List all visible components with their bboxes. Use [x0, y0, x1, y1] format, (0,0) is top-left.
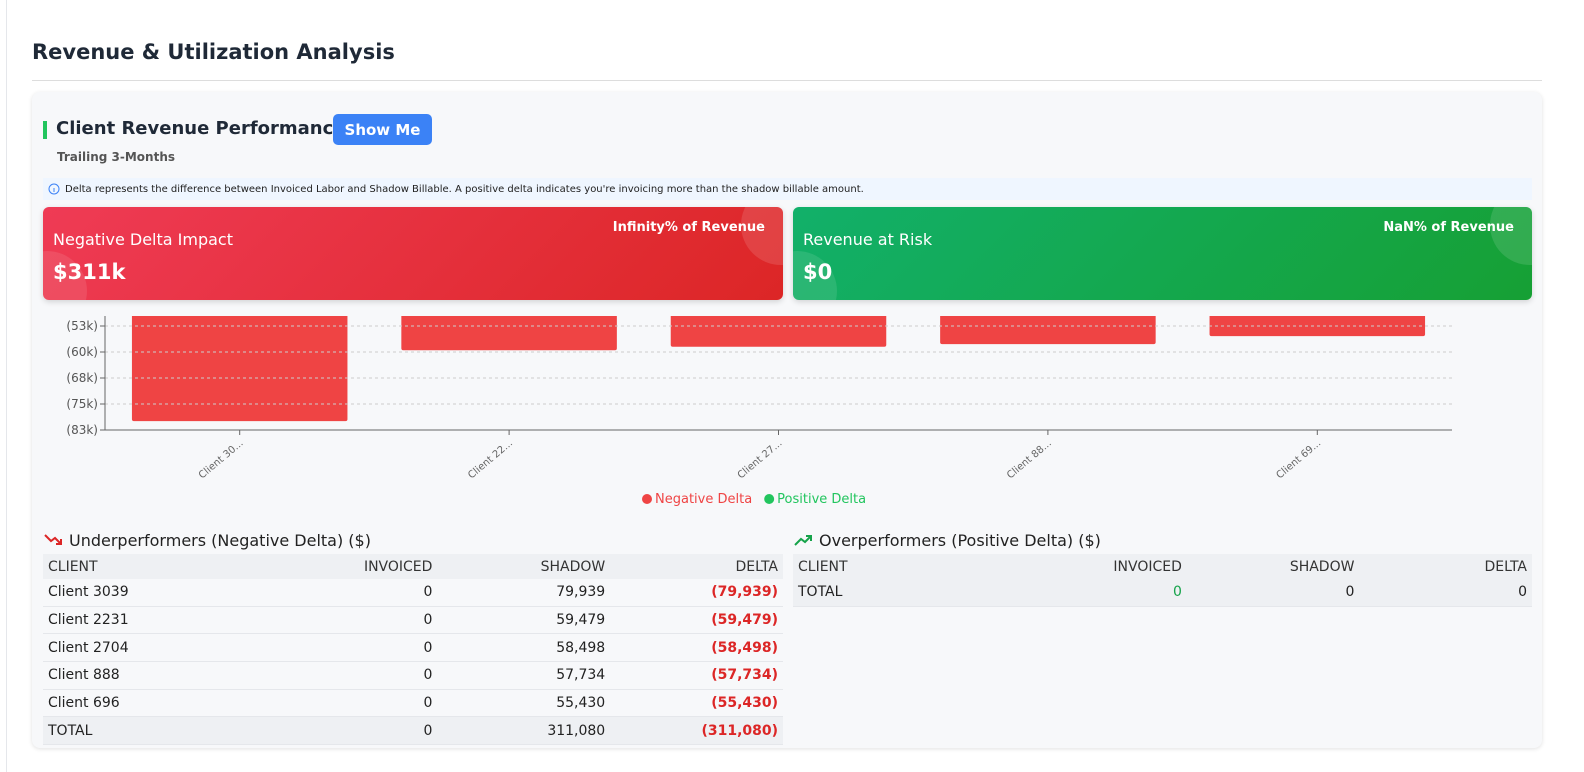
- card-label: Revenue at Risk: [803, 230, 933, 249]
- column-header: INVOICED: [363, 558, 433, 575]
- row: Client 2704 0 58,498 (58,498): [43, 634, 783, 663]
- cell: (311,080): [701, 722, 779, 739]
- header-row: CLIENT INVOICED SHADOW DELTA: [43, 554, 783, 579]
- border: [6, 0, 7, 772]
- bar: [670, 316, 887, 347]
- row: Client 888 0 57,734 (57,734): [43, 662, 783, 690]
- cell: Client 2704: [48, 639, 129, 656]
- legend-marker: [764, 494, 775, 504]
- cell: (57,734): [711, 667, 779, 684]
- column-header: CLIENT: [798, 558, 848, 575]
- column-header: CLIENT: [48, 558, 98, 575]
- trend-icon: [44, 534, 62, 545]
- trend-icon: [794, 535, 812, 546]
- chart: (53k) (60k) (68k) (75k) (83k) Client 30... Cli…: [66, 316, 1452, 507]
- card: Revenue at Risk $0 NaN% of Revenue: [793, 207, 1532, 300]
- cell: (59,479): [711, 612, 779, 629]
- column-header: DELTA: [735, 558, 779, 575]
- legend-label: Negative Delta: [655, 492, 752, 507]
- cell: 0: [423, 667, 433, 684]
- show-me-button[interactable]: Show Me: [333, 114, 432, 145]
- cell: Client 2231: [48, 612, 129, 629]
- card: Negative Delta Impact $311k Infinity% of…: [43, 207, 783, 300]
- table-title-row: Overperformers (Positive Delta) ($): [793, 526, 1532, 554]
- info-strip: Delta represents the difference between …: [43, 178, 1532, 200]
- table: Underperformers (Negative Delta) ($) CLIE…: [43, 526, 783, 746]
- card-note: NaN% of Revenue: [1383, 220, 1514, 235]
- total-row: TOTAL 0 311,080 (311,080): [43, 717, 783, 746]
- total-row: TOTAL 0 0 0: [793, 579, 1532, 607]
- x-tick-label: Client 27...: [736, 438, 785, 481]
- row: Client 696 0 55,430 (55,430): [43, 690, 783, 718]
- y-tick-label: (60k): [66, 345, 98, 359]
- cell: 311,080: [547, 722, 606, 739]
- table-title: Underperformers (Negative Delta) ($): [69, 530, 371, 550]
- x-tick-label: Client 88...: [1005, 438, 1054, 481]
- plot: [131, 316, 1426, 422]
- cell: 0: [423, 695, 433, 712]
- cell: 0: [1345, 584, 1355, 601]
- card-value: $311k: [53, 260, 126, 284]
- cell: 0: [1172, 584, 1182, 601]
- row: Client 2231 0 59,479 (59,479): [43, 607, 783, 635]
- bar: [940, 316, 1156, 345]
- cell: Client 696: [48, 695, 120, 712]
- y-tick-label: (83k): [66, 423, 98, 437]
- cell: (55,430): [711, 695, 779, 712]
- bar: [1209, 316, 1426, 337]
- cell: 0: [1518, 584, 1528, 601]
- row: Client 3039 0 79,939 (79,939): [43, 579, 783, 607]
- x-tick-label: Client 22...: [466, 438, 515, 481]
- table-title-row: Underperformers (Negative Delta) ($): [43, 526, 783, 554]
- cell: 79,939: [556, 584, 606, 601]
- cell: (79,939): [711, 584, 779, 601]
- x-tick-label: Client 69...: [1274, 438, 1323, 481]
- cell: 55,430: [556, 695, 606, 712]
- cell: 0: [423, 722, 433, 739]
- x-tick-label: Client 30...: [197, 438, 246, 481]
- cell: 58,498: [556, 639, 606, 656]
- cell: Client 888: [48, 667, 120, 684]
- accent: [43, 121, 47, 139]
- cell: (58,498): [711, 639, 779, 656]
- column-header: INVOICED: [1113, 558, 1182, 575]
- page-title: Revenue & Utilization Analysis: [32, 40, 395, 64]
- cell: 59,479: [556, 612, 606, 629]
- table-title: Overperformers (Positive Delta) ($): [819, 530, 1101, 550]
- cell: Client 3039: [48, 584, 129, 601]
- y-tick-label: (75k): [66, 397, 98, 411]
- card-label: Negative Delta Impact: [53, 230, 233, 249]
- info-icon: [48, 183, 60, 195]
- cell: TOTAL: [798, 584, 843, 601]
- cell: 0: [423, 612, 433, 629]
- card-note: Infinity% of Revenue: [612, 220, 765, 235]
- cell: 57,734: [556, 667, 606, 684]
- card-value: $0: [803, 260, 833, 284]
- bar: [401, 316, 617, 351]
- cell: TOTAL: [48, 722, 93, 739]
- header-row: CLIENT INVOICED SHADOW DELTA: [793, 554, 1532, 579]
- column-header: SHADOW: [540, 558, 606, 575]
- y-tick-label: (68k): [66, 371, 98, 385]
- column-header: SHADOW: [1289, 558, 1355, 575]
- divider: [32, 80, 1542, 81]
- section-title: Client Revenue Performance: [56, 118, 346, 139]
- legend-marker: [642, 494, 652, 504]
- legend-label: Positive Delta: [777, 492, 866, 507]
- cell: 0: [423, 639, 433, 656]
- y-tick-label: (53k): [66, 319, 98, 333]
- subtitle: Trailing 3-Months: [57, 150, 176, 164]
- table: Overperformers (Positive Delta) ($) CLIEN…: [793, 526, 1532, 607]
- info-text: Delta represents the difference between …: [65, 183, 864, 195]
- column-header: DELTA: [1484, 558, 1528, 575]
- bar: [131, 316, 348, 422]
- cell: 0: [423, 584, 433, 601]
